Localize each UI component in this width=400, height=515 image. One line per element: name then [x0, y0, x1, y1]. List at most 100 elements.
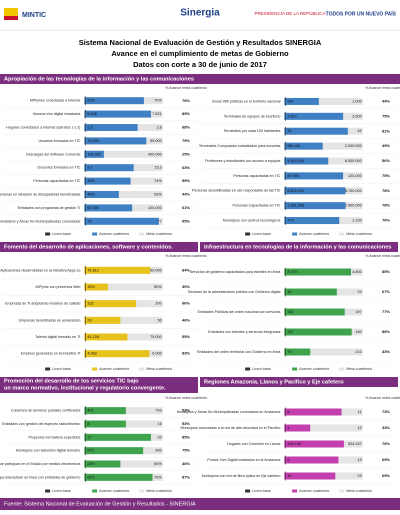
row-label: Municipios conectados a la red de alta v…	[181, 426, 281, 430]
pct-label: 44%	[182, 192, 190, 197]
legend-swatch	[45, 367, 51, 371]
legend-swatch	[292, 232, 298, 236]
legend-label: Línea base	[52, 367, 71, 371]
legend-label: Meta cuatrienio	[146, 489, 172, 493]
advance-value: 34	[287, 129, 291, 133]
row-label: Ciudadanos que interactúan en línea con …	[0, 475, 80, 479]
legend-swatch	[245, 232, 251, 236]
advance-value: 73	[87, 219, 91, 223]
advance-value: 8	[87, 422, 89, 426]
row-label: Entidades con programas de gestión TI	[18, 206, 81, 210]
logo-nuevo-pais: TODOS POR UN NUEVO PAÍS	[326, 9, 397, 17]
legend-label: Avance cuatrienio	[99, 367, 129, 371]
advance-bar	[84, 333, 128, 341]
advance-bar	[84, 204, 133, 212]
pct-label: 70%	[382, 218, 390, 223]
advance-bar	[284, 408, 342, 416]
advance-bar	[84, 124, 138, 131]
target-value: 75.000	[150, 335, 162, 339]
row-label: Entidades Públicas del orden nacional co…	[198, 310, 281, 314]
legend-swatch	[92, 367, 98, 371]
row-label: Municipios y Áreas No Municipalizadas co…	[0, 219, 81, 223]
target-value: 2.000.000	[345, 144, 362, 148]
advance-value: 6.546	[87, 112, 97, 116]
pct-label: 44%	[382, 99, 390, 104]
advance-value: 774	[287, 219, 293, 223]
row-label: Talento digital formado en TI	[35, 335, 80, 339]
legend-label: Línea base	[252, 232, 271, 236]
target-value: 8.700.000	[345, 189, 362, 193]
advance-bar	[284, 308, 345, 316]
legend-label: Avance cuatrienio	[99, 489, 129, 493]
advance-bar	[284, 97, 319, 105]
legend-label: Línea base	[52, 489, 71, 493]
target-value: 900	[155, 449, 161, 453]
legend-swatch	[292, 367, 298, 371]
advance-value: 61%	[87, 475, 95, 479]
advance-value: 980.411	[287, 144, 300, 148]
target-value: 6.000	[152, 352, 162, 356]
pct-label: 75%	[382, 173, 390, 178]
advance-bar	[284, 268, 351, 276]
advance-value: 2.827	[287, 114, 297, 118]
row-label: Docentes formados en TIC	[38, 166, 81, 170]
target-value: 15,3	[154, 166, 161, 170]
advance-value: 675	[87, 449, 93, 453]
pct-label: 81%	[382, 128, 390, 133]
advance-value: 48%	[87, 193, 95, 197]
target-track	[84, 191, 163, 198]
row-label: Personas sensibilizadas en uso responsab…	[192, 189, 281, 193]
row-label: Proyectos normativos expedidos	[28, 435, 80, 439]
pct-header: % Avance meta cuatrienio	[165, 396, 207, 400]
pct-label: 63%	[182, 165, 190, 170]
target-track	[84, 150, 163, 158]
target-value: 20	[157, 435, 161, 439]
target-track	[84, 460, 163, 468]
row-label: Municipios y Áreas No Municipalizadas co…	[177, 410, 281, 414]
pct-label: 49%	[382, 143, 390, 148]
advance-bar	[284, 142, 323, 150]
advance-bar	[84, 447, 144, 455]
row-label: Terminales Computador subsidiados para e…	[199, 144, 281, 148]
row-label: Terminales por cada 100 habitantes	[223, 129, 280, 133]
pct-label: 56%	[382, 158, 390, 163]
advance-value: 4	[287, 426, 289, 430]
legend-label: Línea base	[252, 489, 271, 493]
row-label: Usuarios formados en TIC	[39, 139, 81, 143]
advance-value: 89.908	[287, 174, 299, 178]
target-value: 15	[157, 422, 161, 426]
advance-bar	[284, 440, 344, 448]
logo-mintic: MINTIC	[22, 12, 46, 19]
target-value: 7.621	[152, 112, 162, 116]
section-band	[0, 377, 198, 393]
pct-label: 75%	[182, 448, 190, 453]
row-label: Profesores y estudiantes con acceso a eq…	[205, 159, 281, 163]
row-label: Personas capacitadas en TIC	[233, 174, 280, 178]
advance-bar	[284, 348, 311, 356]
section-title: Promoción del desarrollo de los servicio…	[4, 379, 166, 392]
advance-bar	[284, 112, 344, 120]
row-label: Zonas Wifi públicas en el territorio nac…	[212, 99, 281, 103]
advance-bar	[84, 407, 126, 415]
pct-label: 83%	[182, 351, 190, 356]
advance-value: 41.226	[87, 335, 99, 339]
advance-bar	[284, 187, 346, 195]
pct-label: 68%	[182, 125, 190, 130]
target-value: 50%	[154, 462, 162, 466]
pct-header: % Avance meta cuatrienio	[165, 254, 207, 258]
legend-label: Meta cuatrienio	[146, 367, 172, 371]
target-value: 42	[357, 129, 361, 133]
advance-value: 9	[287, 458, 289, 462]
row-label: MIPymes conectadas a Internet	[30, 99, 81, 103]
legend-label: Meta cuatrienio	[346, 489, 372, 493]
pct-label: 69%	[382, 457, 390, 462]
legend-swatch	[45, 232, 51, 236]
footer-band	[0, 498, 400, 510]
advance-value: 401	[87, 409, 93, 413]
advance-bar	[284, 472, 336, 480]
row-label: MIPymes que participan en el Estado por …	[0, 462, 81, 466]
section-title: Fomento del desarrollo de aplicaciones, …	[4, 244, 173, 250]
pct-label: 75%	[382, 113, 390, 118]
target-value: 210	[355, 350, 361, 354]
target-value: 50	[157, 318, 161, 322]
